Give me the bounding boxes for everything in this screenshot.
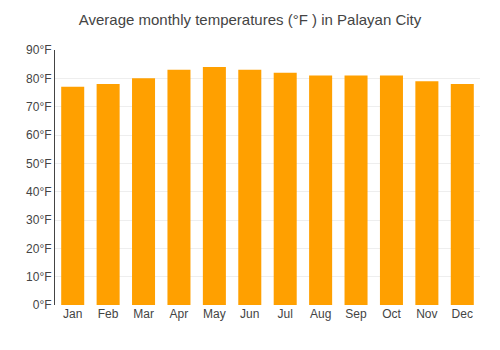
svg-text:70°F: 70°F: [26, 100, 51, 114]
svg-text:Nov: Nov: [416, 307, 437, 321]
svg-text:60°F: 60°F: [26, 128, 51, 142]
svg-text:May: May: [203, 307, 226, 321]
svg-text:Dec: Dec: [452, 307, 473, 321]
svg-text:Jan: Jan: [63, 307, 82, 321]
svg-text:Sep: Sep: [345, 307, 367, 321]
svg-text:40°F: 40°F: [26, 185, 51, 199]
svg-text:90°F: 90°F: [26, 43, 51, 57]
svg-text:Mar: Mar: [133, 307, 154, 321]
svg-text:Oct: Oct: [382, 307, 401, 321]
svg-text:Jun: Jun: [240, 307, 259, 321]
svg-text:20°F: 20°F: [26, 242, 51, 256]
svg-text:10°F: 10°F: [26, 270, 51, 284]
svg-text:50°F: 50°F: [26, 157, 51, 171]
svg-text:80°F: 80°F: [26, 72, 51, 86]
svg-text:Jul: Jul: [278, 307, 293, 321]
svg-text:Apr: Apr: [170, 307, 189, 321]
svg-text:30°F: 30°F: [26, 213, 51, 227]
svg-text:Aug: Aug: [310, 307, 331, 321]
svg-text:Feb: Feb: [98, 307, 119, 321]
svg-text:Average monthly temperatures (: Average monthly temperatures (°F ) in Pa…: [79, 11, 422, 28]
svg-text:0°F: 0°F: [33, 298, 52, 312]
